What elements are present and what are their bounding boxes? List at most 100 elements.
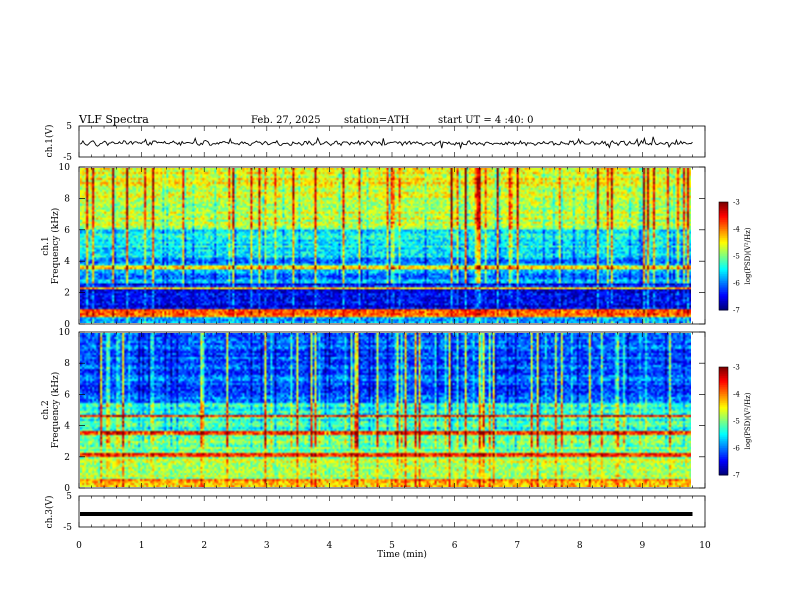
cbar1-swatch-50 [719, 292, 728, 295]
cbar1-swatch-17 [719, 232, 728, 235]
cbar1-swatch-51 [719, 293, 728, 297]
cbar1-swatch-47 [719, 286, 728, 289]
cbar1-swatch-11 [719, 221, 728, 225]
cbar2-swatch-59 [719, 473, 728, 476]
ytick-label-w3-1: -5 [63, 523, 72, 533]
ytick-label-s2-0: 0 [64, 484, 70, 494]
cbar1-swatch-34 [719, 263, 728, 266]
ytick-label-s1-5: 10 [59, 163, 71, 173]
cbar2-swatch-14 [719, 392, 728, 395]
cbar2-swatch-43 [719, 444, 728, 447]
cbar2-swatch-22 [719, 406, 728, 409]
cbar1-swatch-4 [719, 209, 728, 212]
cbar1-swatch-40 [719, 274, 728, 277]
cbar2-swatch-28 [719, 417, 728, 420]
cbar1-swatch-42 [719, 277, 728, 280]
cbar2-swatch-4 [719, 374, 728, 377]
cbar1-swatch-25 [719, 247, 728, 250]
cbar2-swatch-58 [719, 471, 728, 474]
cbar2-swatch-26 [719, 413, 728, 417]
cbar1-swatch-10 [719, 220, 728, 223]
ytick-label-w1-0: 5 [66, 122, 72, 132]
cbar1-swatch-31 [719, 257, 728, 261]
ch1-spectrogram-ylabel-line1: ch.1 [41, 236, 51, 255]
cbar2-swatch-47 [719, 451, 728, 454]
cbar1-swatch-30 [719, 256, 728, 259]
ch2-spectrogram-ylabel-line2: Frequency (kHz) [50, 372, 61, 449]
cbar1-tick-3: -6 [733, 280, 740, 288]
cbar1-swatch-35 [719, 265, 728, 268]
cbar1-swatch-43 [719, 279, 728, 282]
cbar2-swatch-7 [719, 379, 728, 382]
cbar2-swatch-17 [719, 397, 728, 400]
ytick-label-s2-3: 6 [64, 390, 70, 400]
cbar2-swatch-52 [719, 460, 728, 463]
cbar2-swatch-50 [719, 457, 728, 460]
cbar1-swatch-5 [719, 211, 728, 214]
cbar1-swatch-38 [719, 270, 728, 273]
cbar1-swatch-27 [719, 250, 728, 253]
ch2-spectrogram-ylabel: ch.2 Frequency (kHz) [41, 372, 61, 449]
cbar1-swatch-15 [719, 229, 728, 232]
xtick-label-4: 4 [327, 541, 333, 551]
header-station: station=ATH [344, 115, 410, 126]
cbar1-swatch-36 [719, 266, 728, 270]
cbar2-swatch-36 [719, 431, 728, 435]
header-start-ut: start UT = 4 :40: 0 [438, 115, 533, 126]
cbar1-label: log(PSD)(V²/Hz) [744, 227, 752, 284]
cbar2-swatch-6 [719, 377, 728, 381]
cbar2-swatch-27 [719, 415, 728, 418]
xtick-label-5: 5 [389, 541, 395, 551]
cbar2-swatch-1 [719, 368, 728, 372]
cbar1-tick-2: -5 [733, 253, 740, 261]
cbar1-swatch-58 [719, 306, 728, 309]
xtick-label-0: 0 [76, 541, 82, 551]
cbar2-swatch-3 [719, 372, 728, 375]
xtick-label-9: 9 [640, 541, 646, 551]
cbar1-swatch-7 [719, 214, 728, 217]
cbar1-swatch-56 [719, 302, 728, 306]
cbar1-swatch-13 [719, 225, 728, 228]
cbar2-swatch-11 [719, 386, 728, 390]
cbar2-swatch-56 [719, 467, 728, 471]
cbar2-swatch-23 [719, 408, 728, 411]
ytick-label-s2-5: 10 [59, 328, 71, 338]
x-axis-ticks: 0 1 2 3 4 5 6 7 8 9 10 [76, 126, 711, 551]
ch1-waveform-line [79, 136, 693, 150]
cbar1-swatch-18 [719, 234, 728, 237]
ytick-label-s1-1: 2 [64, 289, 70, 299]
cbar2-swatch-31 [719, 422, 728, 426]
cbar2-tick-1: -4 [733, 391, 740, 399]
cbar2-swatch-38 [719, 435, 728, 438]
cbar1-swatch-59 [719, 308, 728, 311]
cbar2-swatch-35 [719, 430, 728, 433]
ch2-colorbar: -3 -4 -5 -6 -7 log(PSD)(V²/Hz) [718, 364, 752, 480]
ytick-label-s2-4: 8 [64, 359, 70, 369]
ytick-label-w3-0: 5 [66, 492, 72, 502]
cbar2-swatch-40 [719, 439, 728, 442]
cbar2-swatch-30 [719, 421, 728, 424]
cbar1-swatch-21 [719, 239, 728, 243]
cbar2-swatch-49 [719, 455, 728, 458]
cbar1-swatch-19 [719, 236, 728, 239]
figure-title: VLF Spectra [78, 113, 149, 126]
cbar1-frame [718, 201, 729, 311]
cbar2-swatch-46 [719, 449, 728, 453]
cbar2-tick-2: -5 [733, 418, 740, 426]
cbar1-swatch-41 [719, 275, 728, 279]
cbar2-swatch-55 [719, 466, 728, 469]
ch2-spectrogram-ylabel-line1: ch.2 [41, 400, 51, 419]
cbar2-swatch-37 [719, 433, 728, 436]
cbar1-swatch-37 [719, 268, 728, 271]
header-date: Feb. 27, 2025 [251, 115, 321, 126]
ch3-waveform-ylabel: ch.3(V) [44, 496, 55, 529]
xtick-label-10: 10 [699, 541, 711, 551]
ch1-waveform-ylabel: ch.1(V) [44, 125, 55, 158]
cbar2-swatch-15 [719, 394, 728, 397]
ytick-label-w1-1: -5 [63, 153, 72, 163]
cbar1-swatch-14 [719, 227, 728, 230]
cbar2-swatch-51 [719, 458, 728, 462]
cbar1-tick-1: -4 [733, 226, 740, 234]
cbar1-swatch-32 [719, 259, 728, 262]
